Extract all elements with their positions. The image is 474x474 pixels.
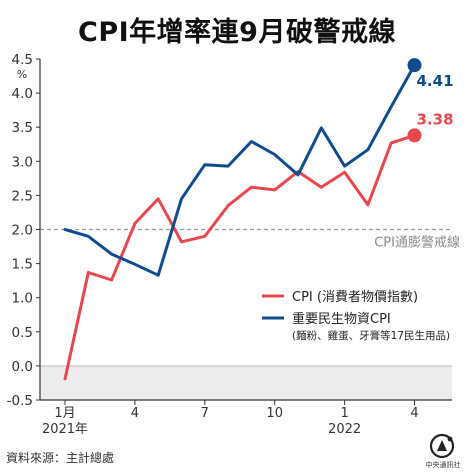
x-tick-label: 10 <box>266 406 283 421</box>
x-tick-label: 7 <box>201 406 209 421</box>
x-tick-label: 1月 <box>54 406 75 421</box>
y-tick-label: 2.5 <box>12 188 33 204</box>
y-tick-label: 0.0 <box>12 359 33 375</box>
logo-text: 中央通訊社 <box>425 461 461 469</box>
reference-line-label: CPI通膨警戒線 <box>374 235 460 251</box>
legend-label-2: 重要民生物資CPI <box>292 311 391 327</box>
series-end-dot-1 <box>407 128 422 143</box>
y-tick-label: 1.0 <box>12 291 33 307</box>
x-tick-label: 4 <box>131 406 139 421</box>
y-tick-label: 4.0 <box>12 86 33 102</box>
legend-label-1: CPI (消費者物價指數) <box>292 290 418 305</box>
page-title: CPI年增率連9月破警戒線 <box>78 17 396 48</box>
x-tick-sublabel: 2021年 <box>42 422 88 437</box>
series-end-dot-2 <box>407 58 422 73</box>
cna-logo-icon <box>429 433 455 459</box>
y-axis-unit: % <box>17 68 27 81</box>
y-tick-label: 2.0 <box>12 223 33 239</box>
y-tick-label: 3.5 <box>12 120 33 136</box>
x-tick-label: 4 <box>410 406 418 421</box>
y-tick-label: -0.5 <box>7 393 33 409</box>
x-tick-label: 1 <box>340 406 348 421</box>
y-tick-label: 0.5 <box>12 325 33 341</box>
series-line-1 <box>63 133 416 381</box>
logo: 中央通訊社 <box>415 433 471 471</box>
negative-region-shade <box>40 365 452 400</box>
x-tick-sublabel: 2022 <box>328 422 361 437</box>
y-tick-label: 3.0 <box>12 154 33 170</box>
series-line-2 <box>63 63 416 277</box>
series-end-label-2: 4.41 <box>417 72 454 90</box>
y-tick-label: 4.5 <box>12 52 33 68</box>
source-note: 資料來源：主計總處 <box>6 451 115 465</box>
legend-note-2: (麵粉、雞蛋、牙膏等17民生用品) <box>292 329 450 342</box>
series-end-label-1: 3.38 <box>417 110 454 128</box>
y-tick-label: 1.5 <box>12 257 33 273</box>
